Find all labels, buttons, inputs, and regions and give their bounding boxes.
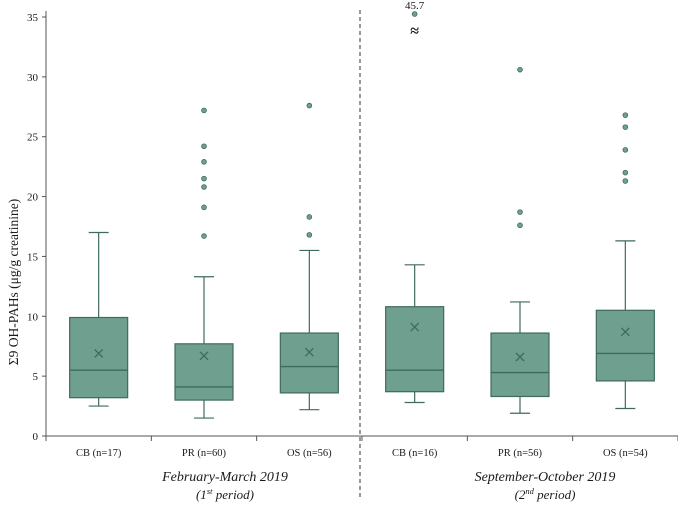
y-tick-label: 5 [33,371,39,383]
mean-marker [410,322,420,332]
outlier-point [306,214,313,220]
outlier-point [201,233,207,239]
outlier-point [201,159,207,165]
y-axis-label: Σ9 OH-PAHs (μg/g creatinine) [6,199,21,365]
mean-marker [515,352,525,362]
y-tick-label: 30 [27,72,39,84]
off-scale-outlier-point [411,11,418,17]
box-group [595,112,655,410]
y-tick-label: 25 [27,132,39,144]
box-group [279,102,339,411]
outlier-point [201,143,207,150]
box-group [69,231,129,407]
period-1-sublabel: (1st period) [196,486,254,502]
y-tick-label: 15 [27,251,39,263]
x-category-label: CB (n=17) [76,448,122,459]
iqr-box [279,332,339,394]
x-category-label: OS (n=54) [603,448,648,459]
period-2-label: September-October 2019 [475,470,616,485]
mean-marker [304,347,314,357]
y-axis: 0 5 10 15 20 25 30 35 [27,11,47,443]
outlier-point [622,147,629,153]
iqr-box [69,316,129,399]
outlier-point [622,178,629,184]
outlier-point [201,175,207,182]
off-scale-outlier-label: 45.7 [405,0,425,12]
x-axis: CB (n=17) PR (n=60) OS (n=56) CB (n=16) PR (… [45,435,678,459]
y-tick-label: 20 [27,192,39,204]
box-group [490,66,550,414]
outlier-point [201,107,207,114]
outlier-point [517,209,523,215]
outlier-point [201,204,207,211]
box-series: 45.7 ≈ [69,0,655,419]
period-1-label: February-March 2019 [161,470,288,485]
outlier-point [622,112,629,118]
x-category-label: OS (n=56) [287,448,332,459]
box-group: 45.7 ≈ [385,0,445,404]
outlier-point [517,66,523,73]
outlier-point [622,124,629,130]
mean-marker [94,348,104,358]
x-category-label: PR (n=60) [182,448,227,459]
outlier-point [517,222,523,229]
outlier-point [201,184,207,190]
mean-marker [620,327,630,337]
mean-marker [199,351,209,361]
y-tick-label: 10 [27,311,39,323]
axis-break-icon: ≈ [410,23,419,40]
box-group [174,107,234,419]
outlier-point [306,232,313,238]
iqr-box [174,343,234,401]
outlier-point [306,102,313,109]
iqr-box [385,306,445,393]
iqr-box [490,332,550,398]
y-tick-label: 35 [27,12,39,24]
x-category-label: CB (n=16) [392,448,438,459]
outlier-point [622,169,629,176]
x-category-label: PR (n=56) [498,448,543,459]
iqr-box [595,309,655,382]
y-tick-label: 0 [33,431,39,443]
period-2-sublabel: (2nd period) [515,486,576,502]
